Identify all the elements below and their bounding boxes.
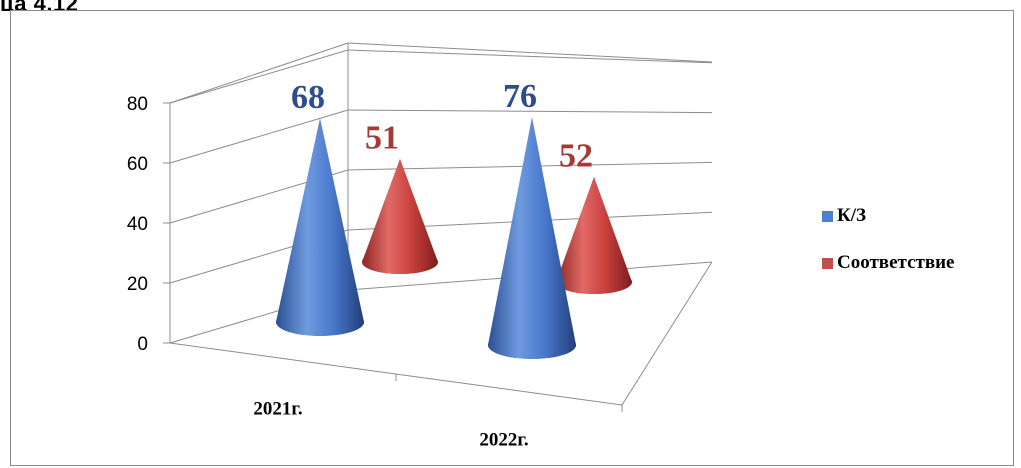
cone-series (276, 117, 632, 359)
gridline-back (347, 49, 713, 64)
gridline-left (169, 49, 349, 104)
floor-right-edge (621, 261, 713, 406)
chart-walls (169, 42, 713, 406)
x-tick-label: 2021г. (253, 399, 302, 420)
cone-body (362, 158, 438, 274)
data-label: 68 (291, 79, 325, 116)
legend-label-kz: К/З (837, 205, 867, 226)
cone-sootvetstvie-0 (362, 158, 438, 274)
legend: К/З Соответствие (822, 205, 954, 299)
legend-label-sootvetstvie: Соответствие (837, 252, 955, 273)
legend-item-sootvetstvie: Соответствие (822, 252, 954, 274)
gridline-left (169, 109, 349, 164)
back-wall-top (347, 42, 713, 63)
gridlines (169, 49, 713, 284)
data-label: 52 (559, 138, 593, 175)
data-label: 51 (365, 120, 399, 157)
back-wall-left-top (169, 42, 349, 104)
y-tick-label: 0 (137, 334, 148, 355)
legend-item-kz: К/З (822, 205, 954, 227)
y-tick-label: 80 (127, 94, 148, 115)
legend-swatch-sootvetstvie (822, 257, 833, 269)
cone-body (276, 118, 364, 336)
y-tick-label: 40 (127, 214, 148, 235)
cone-body (556, 176, 632, 294)
y-tick-label: 20 (127, 274, 148, 295)
cone-body (488, 117, 576, 359)
y-tick-label: 60 (127, 154, 148, 175)
y-axis-ticks: 0 20 40 60 80 (127, 94, 170, 355)
legend-swatch-kz (822, 210, 833, 222)
cone-kz-0 (276, 118, 364, 336)
cone-sootvetstvie-1 (556, 176, 632, 294)
cone-kz-1 (488, 117, 576, 359)
data-labels: 51 52 68 76 (291, 78, 593, 175)
data-label: 76 (503, 78, 537, 115)
gridline-back (347, 109, 713, 114)
x-axis-ticks: 2021г. 2022г. (253, 374, 623, 451)
x-tick-label: 2022г. (479, 430, 528, 451)
